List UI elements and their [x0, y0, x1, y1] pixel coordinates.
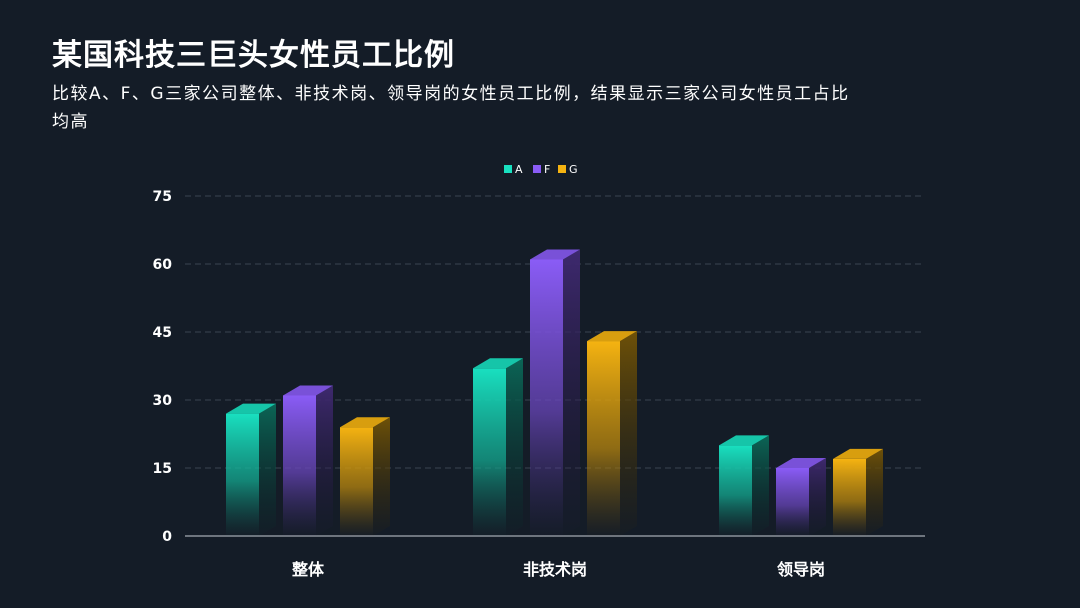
bar-G-0 — [340, 417, 390, 536]
bar-top — [226, 403, 276, 414]
bar-front — [340, 427, 373, 536]
bar-F-0 — [283, 385, 333, 536]
bar-front — [283, 395, 316, 536]
page-title: 某国科技三巨头女性员工比例 — [52, 38, 455, 73]
bar-G-1 — [587, 331, 637, 536]
bar-F-1 — [530, 249, 580, 536]
bar-front — [226, 413, 259, 536]
bar-front — [719, 445, 752, 536]
bar-side — [373, 417, 390, 536]
bar-front — [473, 368, 506, 536]
bar-top — [719, 435, 769, 446]
bar-top — [473, 358, 523, 369]
bar-top — [776, 458, 826, 468]
bar-top — [530, 249, 580, 260]
y-tick-label: 0 — [162, 529, 172, 545]
bar-G-2 — [833, 448, 883, 536]
bar-top — [833, 448, 883, 459]
bar-A-0 — [226, 403, 276, 536]
legend-swatch-A — [504, 165, 512, 173]
bar-side — [866, 448, 883, 536]
y-tick-label: 30 — [153, 393, 173, 409]
y-tick-label: 75 — [153, 189, 172, 205]
y-tick-label: 45 — [153, 325, 172, 341]
bar-top — [340, 417, 390, 428]
bar-side — [316, 385, 333, 536]
legend-label-A: A — [515, 163, 523, 176]
bar-A-1 — [473, 358, 523, 536]
x-category-label: 非技术岗 — [523, 560, 587, 579]
bar-side — [752, 435, 769, 536]
bar-side — [809, 458, 826, 536]
legend-label-G: G — [569, 163, 578, 176]
y-tick-label: 15 — [153, 461, 172, 477]
page-subtitle: 比较A、F、G三家公司整体、非技术岗、领导岗的女性员工比例，结果显示三家公司女性… — [52, 84, 850, 132]
bar-side — [506, 358, 523, 536]
y-tick-label: 60 — [153, 257, 173, 273]
bar-front — [530, 259, 563, 536]
bar-layer — [226, 249, 883, 536]
bar-side — [620, 331, 637, 536]
x-category-label: 领导岗 — [777, 560, 825, 579]
label-layer: 0 15 30 45 60 75 整体 非技术岗 领导岗 — [153, 189, 825, 579]
bar-top — [587, 331, 637, 342]
bar-top — [283, 385, 333, 396]
legend-swatch-F — [533, 165, 541, 173]
bar-side — [563, 249, 580, 536]
bar-side — [259, 403, 276, 536]
bar-A-2 — [719, 435, 769, 536]
bar-front — [833, 458, 866, 536]
bar-F-2 — [776, 458, 826, 536]
x-category-label: 整体 — [291, 560, 325, 579]
bar-front — [776, 468, 809, 536]
bar-front — [587, 341, 620, 536]
legend-swatch-G — [558, 165, 566, 173]
legend-label-F: F — [544, 163, 550, 176]
